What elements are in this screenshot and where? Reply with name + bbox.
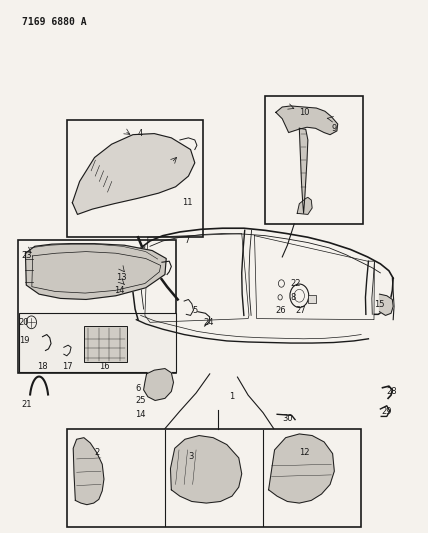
Text: 2: 2 — [95, 448, 100, 457]
Bar — [84, 326, 127, 362]
Polygon shape — [297, 197, 312, 214]
Text: 17: 17 — [62, 362, 73, 371]
Text: 8: 8 — [291, 293, 296, 302]
Text: 22: 22 — [291, 279, 301, 288]
Text: 3: 3 — [188, 453, 194, 462]
Polygon shape — [25, 244, 166, 300]
Bar — [18, 313, 175, 372]
Bar — [308, 295, 315, 303]
Text: 20: 20 — [18, 318, 29, 327]
Text: 30: 30 — [282, 414, 293, 423]
Polygon shape — [144, 368, 173, 400]
Text: 12: 12 — [299, 448, 310, 457]
Polygon shape — [170, 435, 242, 503]
Text: 28: 28 — [387, 387, 398, 396]
Text: 1: 1 — [229, 392, 234, 401]
Polygon shape — [73, 438, 104, 505]
Polygon shape — [276, 106, 338, 135]
Text: 14: 14 — [135, 410, 146, 419]
Text: 7: 7 — [184, 237, 190, 246]
Polygon shape — [72, 134, 195, 214]
Bar — [18, 240, 175, 373]
Text: 19: 19 — [18, 336, 29, 345]
Text: 11: 11 — [182, 198, 193, 207]
Text: 6: 6 — [135, 384, 140, 393]
Polygon shape — [299, 128, 308, 213]
Text: 21: 21 — [21, 400, 32, 409]
Text: 23: 23 — [21, 252, 32, 260]
Text: 4: 4 — [137, 129, 143, 138]
Text: 24: 24 — [203, 318, 214, 327]
Bar — [265, 96, 363, 224]
Text: 13: 13 — [116, 273, 127, 281]
Text: 18: 18 — [37, 362, 48, 371]
Bar — [67, 429, 361, 527]
Polygon shape — [380, 294, 393, 316]
Text: 29: 29 — [381, 407, 392, 416]
Text: 9: 9 — [331, 124, 336, 133]
Text: 10: 10 — [299, 108, 310, 117]
Text: 25: 25 — [135, 396, 146, 405]
Text: 16: 16 — [99, 362, 110, 371]
Text: 27: 27 — [295, 305, 306, 314]
Polygon shape — [269, 434, 334, 503]
Text: 14: 14 — [114, 286, 124, 295]
Text: 26: 26 — [276, 305, 286, 314]
Text: 15: 15 — [374, 300, 384, 309]
Bar — [67, 120, 203, 237]
Text: 5: 5 — [193, 305, 198, 314]
Text: 7169 6880 A: 7169 6880 A — [22, 17, 86, 27]
